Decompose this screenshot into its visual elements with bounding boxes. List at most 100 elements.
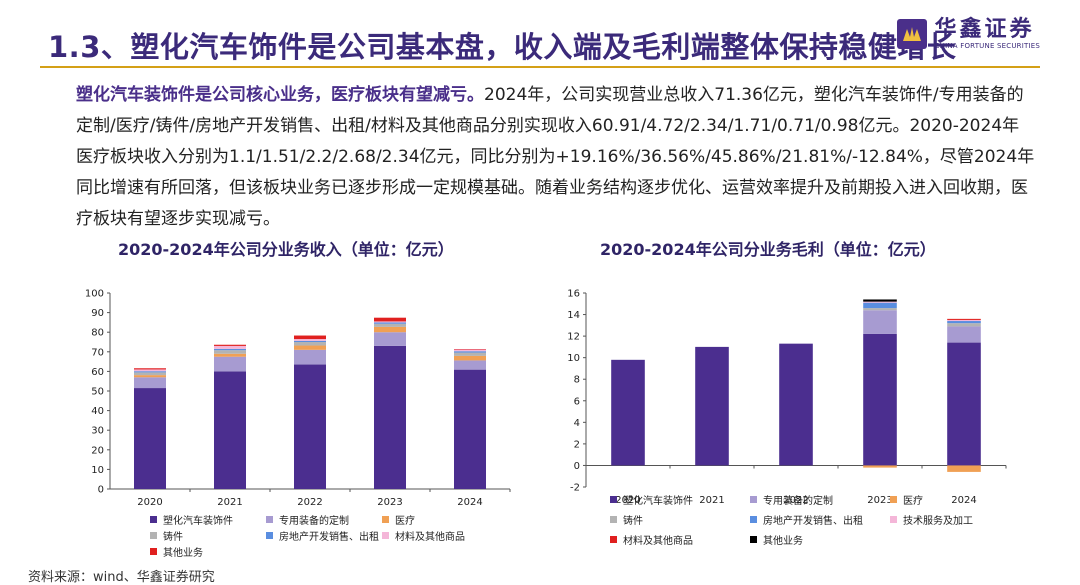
- bar-segment-2023-s7: [863, 299, 897, 302]
- legend-swatch: [750, 516, 757, 523]
- legend-swatch: [382, 516, 389, 523]
- legend-label: 塑化汽车装饰件: [163, 516, 233, 527]
- bar-segment-2022-s6: [294, 335, 326, 340]
- bar-segment-2023-s4: [374, 322, 406, 324]
- legend-item: 铸件: [150, 528, 183, 543]
- legend-label: 房地产开发销售、出租: [279, 532, 379, 543]
- legend-swatch: [150, 516, 157, 523]
- bar-segment-2021-s5: [214, 345, 246, 349]
- y-tick-label: 40: [91, 406, 104, 417]
- revenue-chart-legend: 塑化汽车装饰件 专用装备的定制 医疗铸件 房地产开发销售、出租 材料及其他商品其他业务: [150, 512, 510, 560]
- y-tick-label: 30: [91, 426, 104, 437]
- x-tick-label: 2021: [699, 495, 724, 506]
- legend-item: 技术服务及加工: [890, 512, 973, 527]
- bar-segment-2021-s0: [695, 346, 729, 466]
- bar-segment-2024-s3: [454, 352, 486, 356]
- bar-segment-2020-s2: [134, 375, 166, 378]
- y-tick-label: 50: [91, 387, 104, 398]
- legend-swatch: [610, 516, 617, 523]
- x-tick-label: 2021: [217, 497, 242, 508]
- bar-segment-2020-s4: [134, 371, 166, 373]
- bar-segment-2024-s4: [454, 351, 486, 353]
- bar-segment-2023-s4: [863, 302, 897, 309]
- legend-label: 其他业务: [763, 536, 803, 547]
- bar-segment-2022-s3: [294, 342, 326, 346]
- bar-segment-2020-s6: [134, 368, 166, 370]
- legend-swatch: [610, 536, 617, 543]
- bar-segment-2023-s1: [863, 310, 897, 334]
- y-tick-label: 90: [91, 308, 104, 319]
- revenue-chart: 0 10 20 30 40 50 60 70 80 90 100 2020 2021 2022 2023 20…: [85, 289, 511, 508]
- bar-segment-2024-s5: [947, 319, 981, 322]
- bar-segment-2020-s0: [611, 359, 645, 466]
- y-tick-label: 4: [574, 418, 580, 429]
- bar-segment-2024-s1: [454, 360, 486, 370]
- bar-segment-2023-s6: [374, 317, 406, 322]
- legend-label: 专用装备的定制: [279, 516, 349, 527]
- bar-segment-2023-s2: [863, 465, 897, 468]
- bar-segment-2024-s0: [947, 342, 981, 466]
- y-tick-label: 8: [574, 375, 580, 386]
- bar-segment-2024-s1: [947, 326, 981, 343]
- paragraph-body: 2024年，公司实现营业总收入71.36亿元，塑化汽车装饰件/专用装备的定制/医…: [76, 85, 1035, 229]
- profit-chart-legend: 塑化汽车装饰件 专用装备的定制 医疗 铸件 房地产开发销售、出租 技术服务及加工 材料及其他…: [610, 492, 1030, 558]
- bar-segment-2023-s3: [863, 308, 897, 311]
- y-tick-label: 10: [91, 465, 104, 476]
- brand-logo-icon: [896, 19, 927, 49]
- legend-label: 医疗: [903, 496, 923, 507]
- y-tick-label: 6: [574, 396, 580, 407]
- y-tick-label: 70: [91, 347, 104, 358]
- paragraph-lead: 塑化汽车装饰件是公司核心业务，医疗板块有望减亏。: [76, 85, 484, 105]
- legend-swatch: [750, 536, 757, 543]
- bar-segment-2024-s2: [947, 465, 981, 472]
- bar-segment-2021-s4: [214, 348, 246, 351]
- legend-swatch: [750, 496, 757, 503]
- legend-swatch: [150, 532, 157, 539]
- profit-chart-title: 2020-2024年公司分业务毛利（单位：亿元）: [600, 240, 936, 259]
- legend-label: 技术服务及加工: [903, 516, 973, 527]
- y-tick-label: 12: [567, 332, 580, 343]
- legend-item: 塑化汽车装饰件: [610, 492, 693, 507]
- bar-segment-2023-s1: [374, 332, 406, 346]
- bar-segment-2022-s0: [779, 343, 813, 466]
- bar-segment-2024-s6: [454, 349, 486, 350]
- y-tick-label: 100: [85, 289, 104, 300]
- y-tick-label: 14: [567, 310, 580, 321]
- legend-item: 塑化汽车装饰件: [150, 512, 233, 527]
- legend-swatch: [266, 516, 273, 523]
- legend-swatch: [382, 532, 389, 539]
- x-tick-label: 2023: [377, 497, 402, 508]
- legend-label: 塑化汽车装饰件: [623, 496, 693, 507]
- bar-segment-2022-s1: [294, 349, 326, 365]
- x-tick-label: 2022: [783, 495, 808, 506]
- profit-chart: -2 0 2 4 6 8 10 12 14 16 2020 2021 2022 2023 2024: [567, 289, 1007, 506]
- y-tick-label: 0: [98, 485, 104, 496]
- legend-item: 材料及其他商品: [382, 528, 465, 543]
- bar-segment-2024-s6: [947, 318, 981, 320]
- legend-item: 材料及其他商品: [610, 532, 693, 547]
- legend-item: 铸件: [610, 512, 643, 527]
- bar-segment-2020-s3: [134, 372, 166, 376]
- bar-segment-2023-s2: [374, 326, 406, 333]
- bar-segment-2023-s5: [374, 321, 406, 323]
- y-tick-label: 2: [574, 439, 580, 450]
- bar-segment-2021-s3: [214, 350, 246, 354]
- legend-item: 房地产开发销售、出租: [266, 528, 379, 543]
- legend-label: 铸件: [163, 532, 183, 543]
- y-tick-label: 16: [567, 289, 580, 300]
- legend-label: 医疗: [395, 516, 415, 527]
- bar-segment-2024-s5: [454, 349, 486, 352]
- x-tick-label: 2024: [951, 495, 976, 506]
- page-title: 1.3、塑化汽车饰件是公司基本盘，收入端及毛利端整体保持稳健增长: [48, 30, 957, 64]
- legend-swatch: [890, 496, 897, 503]
- legend-item: 医疗: [382, 512, 415, 527]
- x-tick-label: 2020: [137, 497, 162, 508]
- brand-logo-block: 华鑫证券 CHINA FORTUNE SECURITIES: [896, 18, 1040, 50]
- legend-item: 其他业务: [150, 544, 203, 559]
- legend-item: 房地产开发销售、出租: [750, 512, 863, 527]
- y-tick-label: 20: [91, 445, 104, 456]
- summary-paragraph: 塑化汽车装饰件是公司核心业务，医疗板块有望减亏。2024年，公司实现营业总收入7…: [76, 80, 1036, 235]
- bar-segment-2024-s3: [947, 323, 981, 327]
- source-note: 资料来源：wind、华鑫证券研究: [28, 570, 215, 585]
- y-tick-label: 10: [567, 353, 580, 364]
